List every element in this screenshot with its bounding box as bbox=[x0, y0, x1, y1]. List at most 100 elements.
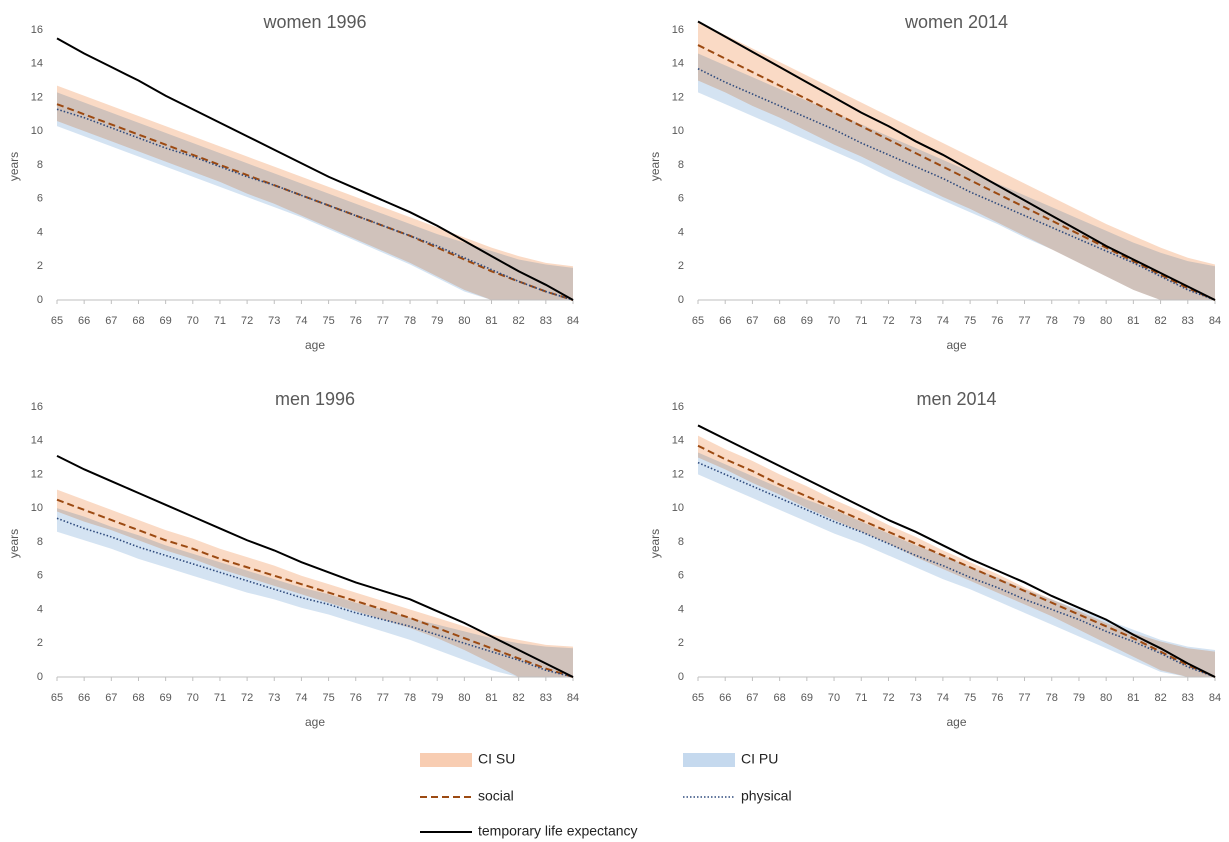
x-tick-label: 72 bbox=[882, 315, 894, 327]
x-tick-label: 84 bbox=[567, 692, 579, 704]
x-tick-label: 66 bbox=[78, 692, 90, 704]
x-tick-label: 75 bbox=[964, 692, 976, 704]
y-tick-label: 14 bbox=[672, 435, 684, 447]
y-axis-label: years bbox=[7, 529, 21, 558]
x-tick-label: 70 bbox=[187, 692, 199, 704]
y-tick-label: 0 bbox=[37, 671, 43, 683]
x-tick-label: 78 bbox=[1046, 692, 1058, 704]
x-tick-label: 70 bbox=[828, 692, 840, 704]
x-tick-label: 79 bbox=[1073, 692, 1085, 704]
y-tick-label: 4 bbox=[37, 603, 43, 615]
x-tick-label: 83 bbox=[540, 315, 552, 327]
y-tick-label: 4 bbox=[678, 603, 684, 615]
y-axis-label: years bbox=[648, 152, 662, 181]
x-tick-label: 76 bbox=[350, 692, 362, 704]
x-axis-label: age bbox=[305, 338, 325, 352]
series-line bbox=[697, 44, 1216, 301]
x-tick-label: 84 bbox=[1209, 692, 1221, 704]
x-axis-label: age bbox=[305, 715, 325, 729]
x-tick-label: 67 bbox=[105, 315, 117, 327]
x-tick-label: 71 bbox=[855, 692, 867, 704]
y-tick-label: 6 bbox=[37, 193, 43, 205]
y-tick-label: 2 bbox=[37, 260, 43, 272]
series-line bbox=[56, 108, 574, 301]
x-tick-label: 83 bbox=[1182, 315, 1194, 327]
x-tick-label: 73 bbox=[910, 315, 922, 327]
y-tick-label: 0 bbox=[678, 294, 684, 306]
x-tick-label: 72 bbox=[241, 692, 253, 704]
y-tick-label: 2 bbox=[678, 260, 684, 272]
x-axis-label: age bbox=[946, 715, 966, 729]
x-tick-label: 72 bbox=[882, 692, 894, 704]
x-tick-label: 82 bbox=[1154, 692, 1166, 704]
y-tick-label: 6 bbox=[37, 570, 43, 582]
x-tick-label: 76 bbox=[991, 315, 1003, 327]
y-tick-label: 8 bbox=[678, 159, 684, 171]
y-tick-label: 12 bbox=[31, 91, 43, 103]
x-tick-label: 80 bbox=[458, 692, 470, 704]
x-tick-label: 69 bbox=[160, 315, 172, 327]
y-tick-label: 12 bbox=[31, 468, 43, 480]
x-tick-label: 66 bbox=[78, 315, 90, 327]
y-tick-label: 16 bbox=[672, 401, 684, 413]
x-tick-label: 84 bbox=[1209, 315, 1221, 327]
y-tick-label: 4 bbox=[37, 226, 43, 238]
series-line bbox=[697, 461, 1216, 678]
x-tick-label: 81 bbox=[1127, 315, 1139, 327]
ci-band bbox=[57, 92, 573, 300]
series-line bbox=[56, 498, 574, 678]
x-tick-label: 71 bbox=[214, 692, 226, 704]
x-tick-label: 69 bbox=[801, 315, 813, 327]
x-tick-label: 76 bbox=[991, 692, 1003, 704]
x-tick-label: 75 bbox=[322, 315, 334, 327]
y-tick-label: 10 bbox=[672, 125, 684, 137]
x-tick-label: 81 bbox=[485, 692, 497, 704]
x-tick-label: 73 bbox=[910, 692, 922, 704]
x-tick-label: 78 bbox=[404, 692, 416, 704]
x-tick-label: 74 bbox=[295, 692, 307, 704]
ci-band bbox=[57, 508, 573, 677]
x-tick-label: 80 bbox=[1100, 315, 1112, 327]
x-tick-label: 67 bbox=[746, 692, 758, 704]
x-tick-label: 79 bbox=[431, 315, 443, 327]
x-tick-label: 70 bbox=[187, 315, 199, 327]
y-tick-label: 10 bbox=[672, 502, 684, 514]
ci-band bbox=[698, 452, 1215, 677]
y-tick-label: 16 bbox=[31, 24, 43, 36]
y-tick-label: 10 bbox=[31, 502, 43, 514]
y-tick-label: 0 bbox=[37, 294, 43, 306]
x-axis-label: age bbox=[946, 338, 966, 352]
y-tick-label: 6 bbox=[678, 570, 684, 582]
chart-title: women 1996 bbox=[262, 12, 366, 32]
x-tick-label: 82 bbox=[1154, 315, 1166, 327]
y-tick-label: 6 bbox=[678, 193, 684, 205]
y-tick-label: 4 bbox=[678, 226, 684, 238]
x-tick-label: 81 bbox=[1127, 692, 1139, 704]
x-tick-label: 65 bbox=[692, 692, 704, 704]
x-tick-label: 70 bbox=[828, 315, 840, 327]
chart-title: men 2014 bbox=[916, 389, 996, 409]
x-tick-label: 67 bbox=[746, 315, 758, 327]
series-line bbox=[697, 424, 1216, 678]
x-tick-label: 78 bbox=[1046, 315, 1058, 327]
x-tick-label: 69 bbox=[160, 692, 172, 704]
x-tick-label: 77 bbox=[1018, 315, 1030, 327]
x-tick-label: 77 bbox=[377, 315, 389, 327]
chart-title: women 2014 bbox=[904, 12, 1008, 32]
x-tick-label: 74 bbox=[295, 315, 307, 327]
y-tick-label: 8 bbox=[37, 159, 43, 171]
legend-label: CI SU bbox=[478, 751, 515, 767]
series-line bbox=[56, 517, 574, 678]
y-tick-label: 2 bbox=[678, 637, 684, 649]
x-tick-label: 73 bbox=[268, 692, 280, 704]
series-line bbox=[56, 454, 574, 678]
x-tick-label: 65 bbox=[692, 315, 704, 327]
x-tick-label: 76 bbox=[350, 315, 362, 327]
y-tick-label: 16 bbox=[31, 401, 43, 413]
x-tick-label: 75 bbox=[964, 315, 976, 327]
x-tick-label: 78 bbox=[404, 315, 416, 327]
